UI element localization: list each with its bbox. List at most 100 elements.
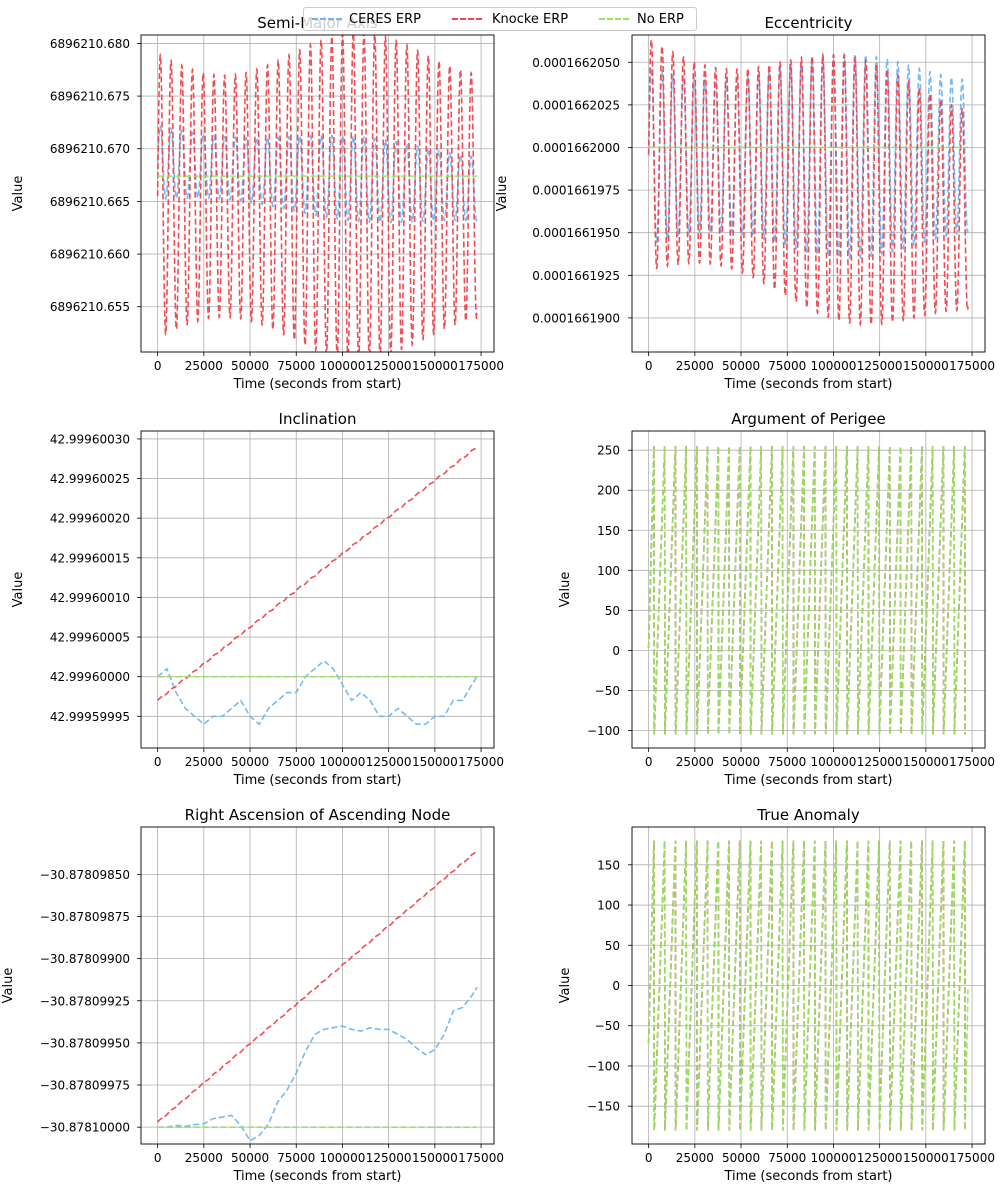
legend-label-ceres: CERES ERP bbox=[349, 12, 422, 27]
x-tick-label: 150000 bbox=[412, 359, 458, 373]
x-tick-label: 150000 bbox=[903, 755, 949, 769]
subplot-3: 0 25000 50000 75000 100000 125000 150000 175000… bbox=[11, 410, 504, 788]
plot-frame bbox=[631, 34, 986, 353]
series-group bbox=[647, 446, 966, 735]
x-tick-label: 25000 bbox=[185, 755, 223, 769]
series-line-ceres-erp bbox=[157, 986, 478, 1142]
plot-frame bbox=[140, 826, 495, 1145]
series-group bbox=[647, 37, 969, 327]
plot-frame bbox=[631, 430, 986, 749]
x-tick-label: 175000 bbox=[949, 755, 995, 769]
legend-label-noerp: No ERP bbox=[637, 12, 684, 27]
x-tick-label: 75000 bbox=[768, 755, 806, 769]
x-tick-label: 125000 bbox=[366, 1151, 412, 1165]
y-tick-label: −30.87809850 bbox=[40, 868, 130, 882]
y-tick-label: 42.99959995 bbox=[50, 710, 130, 724]
y-tick-label: −30.87809975 bbox=[40, 1079, 130, 1093]
legend-swatch-knocke bbox=[452, 18, 482, 20]
x-tick-label: 75000 bbox=[277, 1151, 315, 1165]
x-tick-label: 100000 bbox=[811, 359, 857, 373]
y-tick-label: 100 bbox=[597, 899, 620, 913]
y-tick-label: 0.0001661950 bbox=[532, 226, 620, 240]
x-tick-label: 125000 bbox=[857, 1151, 903, 1165]
x-tick-label: 75000 bbox=[768, 359, 806, 373]
series-line-ceres-erp bbox=[647, 446, 966, 735]
x-tick-label: 50000 bbox=[231, 755, 269, 769]
y-tick-label: 6896210.660 bbox=[50, 248, 130, 262]
x-tick-label: 125000 bbox=[366, 755, 412, 769]
series-line-knocke-erp bbox=[647, 37, 969, 327]
y-tick-label: 0.0001661900 bbox=[532, 311, 620, 325]
plot-frame bbox=[631, 826, 986, 1145]
x-tick-label: 100000 bbox=[320, 755, 366, 769]
x-tick-label: 0 bbox=[154, 359, 162, 373]
x-tick-label: 50000 bbox=[722, 359, 760, 373]
y-tick-label: −100 bbox=[587, 1059, 620, 1073]
y-tick-label: 0.0001662025 bbox=[532, 98, 620, 112]
y-tick-label: −50 bbox=[595, 1019, 620, 1033]
y-tick-label: 42.99960005 bbox=[50, 631, 130, 645]
y-tick-label: −50 bbox=[595, 684, 620, 698]
series-group bbox=[156, 35, 478, 352]
x-tick-label: 100000 bbox=[811, 755, 857, 769]
subplot-title: Inclination bbox=[279, 410, 357, 428]
y-tick-label: 200 bbox=[597, 484, 620, 498]
series-line-ceres-erp bbox=[157, 659, 478, 726]
y-axis-label: Value bbox=[11, 572, 26, 608]
series-line-no-erp bbox=[647, 446, 966, 735]
y-tick-label: 42.99960010 bbox=[50, 591, 130, 605]
legend-swatch-noerp bbox=[599, 18, 629, 20]
x-tick-label: 0 bbox=[645, 359, 653, 373]
series-line-ceres-erp bbox=[156, 125, 478, 224]
y-tick-label: 42.99960025 bbox=[50, 472, 130, 486]
legend: CERES ERP Knocke ERP No ERP bbox=[303, 7, 697, 31]
x-tick-label: 25000 bbox=[185, 359, 223, 373]
x-tick-label: 25000 bbox=[676, 359, 714, 373]
x-axis-label: Time (seconds from start) bbox=[232, 773, 401, 788]
y-tick-label: 6896210.655 bbox=[50, 300, 130, 314]
x-tick-label: 100000 bbox=[320, 1151, 366, 1165]
x-axis-label: Time (seconds from start) bbox=[723, 1169, 892, 1184]
x-tick-label: 50000 bbox=[722, 755, 760, 769]
x-tick-label: 150000 bbox=[412, 755, 458, 769]
series-group bbox=[157, 446, 478, 726]
x-tick-label: 100000 bbox=[811, 1151, 857, 1165]
series-group bbox=[157, 850, 478, 1142]
x-tick-label: 25000 bbox=[185, 1151, 223, 1165]
x-tick-label: 50000 bbox=[722, 1151, 760, 1165]
x-tick-label: 175000 bbox=[949, 1151, 995, 1165]
y-axis-label: Value bbox=[558, 572, 573, 608]
x-tick-label: 125000 bbox=[857, 755, 903, 769]
x-tick-label: 0 bbox=[645, 755, 653, 769]
x-tick-label: 175000 bbox=[458, 1151, 504, 1165]
y-tick-label: 100 bbox=[597, 564, 620, 578]
x-axis-label: Time (seconds from start) bbox=[723, 377, 892, 392]
y-tick-label: 0.0001662000 bbox=[532, 141, 620, 155]
series-line-knocke-erp bbox=[156, 35, 478, 352]
y-tick-label: 150 bbox=[597, 524, 620, 538]
plot-frame bbox=[140, 430, 495, 749]
y-tick-label: 6896210.665 bbox=[50, 195, 130, 209]
x-tick-label: 0 bbox=[154, 755, 162, 769]
x-tick-label: 100000 bbox=[320, 359, 366, 373]
x-axis-label: Time (seconds from start) bbox=[723, 773, 892, 788]
subplot-1: 0 25000 50000 75000 100000 125000 150000 175000… bbox=[11, 14, 504, 392]
y-tick-label: 42.99960000 bbox=[50, 670, 130, 684]
x-tick-label: 75000 bbox=[277, 359, 315, 373]
y-axis-label: Value bbox=[558, 968, 573, 1004]
x-tick-label: 175000 bbox=[458, 359, 504, 373]
y-tick-label: 250 bbox=[597, 444, 620, 458]
x-tick-label: 0 bbox=[645, 1151, 653, 1165]
subplot-title: True Anomaly bbox=[756, 806, 860, 824]
y-axis-label: Value bbox=[11, 176, 26, 212]
x-tick-label: 75000 bbox=[277, 755, 315, 769]
plot-frame bbox=[140, 34, 495, 353]
y-tick-label: 0.0001662050 bbox=[532, 56, 620, 70]
x-tick-label: 125000 bbox=[366, 359, 412, 373]
y-tick-label: −30.87809875 bbox=[40, 910, 130, 924]
y-tick-label: 42.99960020 bbox=[50, 512, 130, 526]
y-tick-label: 42.99960015 bbox=[50, 551, 130, 565]
subplot-5: 0 25000 50000 75000 100000 125000 150000 175000… bbox=[1, 806, 504, 1184]
y-tick-label: −30.87809950 bbox=[40, 1036, 130, 1050]
